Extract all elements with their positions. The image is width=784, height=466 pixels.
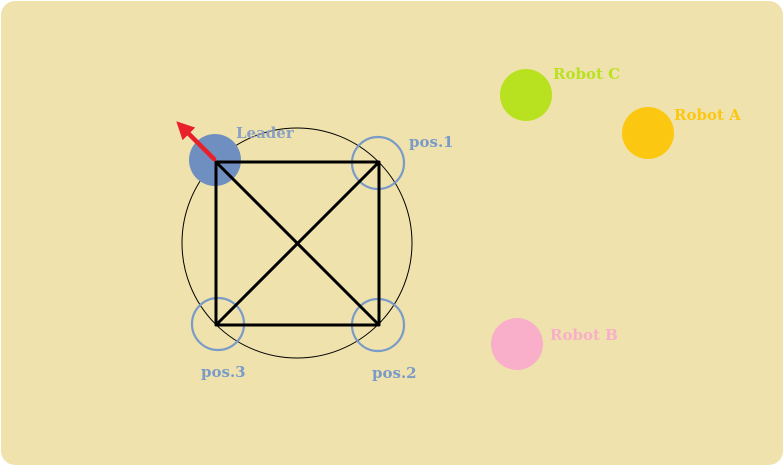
diagonal-line-2	[214, 160, 381, 327]
leader-heading-arrow	[176, 121, 217, 162]
robot-c	[500, 69, 552, 121]
position-3-label: pos.3	[201, 363, 246, 381]
formation-circle	[181, 127, 413, 359]
position-2-label: pos.2	[372, 364, 417, 382]
robot-a	[622, 107, 674, 159]
leader-label: Leader	[236, 124, 295, 142]
formation-square	[214, 160, 381, 327]
robot-b-label: Robot B	[550, 326, 618, 344]
robot-b	[491, 318, 543, 370]
robot-c-label: Robot C	[553, 65, 620, 83]
position-1-label: pos.1	[409, 133, 454, 151]
robot-a-label: Robot A	[674, 106, 741, 124]
